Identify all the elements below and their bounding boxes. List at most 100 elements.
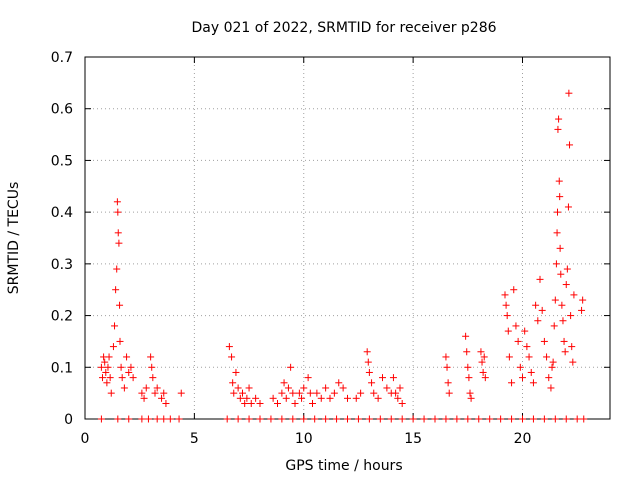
data-point <box>300 384 308 392</box>
data-point <box>529 415 537 423</box>
data-point <box>536 275 544 283</box>
x-axis-ticks: 0 5 10 15 20 <box>81 57 531 447</box>
data-point <box>398 415 406 423</box>
data-point <box>234 415 242 423</box>
data-point <box>564 203 572 211</box>
data-point <box>478 358 486 366</box>
data-point <box>443 363 451 371</box>
data-point <box>370 389 378 397</box>
data-point <box>543 353 551 361</box>
data-point <box>556 193 564 201</box>
data-point <box>287 363 295 371</box>
data-point <box>306 389 314 397</box>
data-point <box>508 415 516 423</box>
data-point <box>97 415 105 423</box>
data-point <box>300 415 308 423</box>
data-point <box>565 89 573 97</box>
data-point <box>549 358 557 366</box>
data-point <box>529 379 537 387</box>
data-point <box>241 399 249 407</box>
data-point <box>578 306 586 314</box>
data-point <box>554 208 561 216</box>
data-point <box>177 389 185 397</box>
data-point <box>486 415 494 423</box>
data-point <box>107 389 115 397</box>
data-point <box>103 379 111 387</box>
data-point <box>160 415 168 423</box>
data-point <box>109 343 117 351</box>
data-point <box>138 415 146 423</box>
data-point <box>481 374 489 382</box>
data-point <box>239 389 246 397</box>
data-point <box>365 368 373 376</box>
data-point <box>113 265 121 273</box>
data-point <box>148 363 156 371</box>
data-point <box>354 415 362 423</box>
data-point <box>569 358 577 366</box>
data-point <box>116 337 124 345</box>
data-point <box>508 379 516 387</box>
data-point <box>545 374 553 382</box>
data-point <box>510 286 518 294</box>
data-point <box>118 374 126 382</box>
data-point <box>394 394 402 402</box>
data-point <box>502 301 510 309</box>
data-point <box>523 343 531 351</box>
data-point <box>339 384 347 392</box>
data-point <box>552 260 560 268</box>
data-point <box>396 384 404 392</box>
data-point <box>562 281 570 289</box>
data-point <box>282 394 290 402</box>
data-point <box>466 389 474 397</box>
data-point <box>444 379 452 387</box>
data-point <box>580 415 588 423</box>
data-point <box>117 363 125 371</box>
data-point <box>551 296 559 304</box>
data-point <box>477 348 485 356</box>
data-point <box>278 389 286 397</box>
data-point <box>112 286 120 294</box>
data-point <box>225 343 233 351</box>
data-point <box>540 415 548 423</box>
data-point <box>313 389 321 397</box>
y-tick-label: 0.4 <box>51 205 73 221</box>
data-point <box>463 348 471 356</box>
data-point <box>344 394 351 402</box>
data-point <box>252 394 260 402</box>
data-point <box>503 312 511 320</box>
data-point <box>138 389 146 397</box>
data-point <box>376 415 384 423</box>
data-point <box>357 389 365 397</box>
data-point <box>335 379 343 387</box>
data-point <box>153 415 161 423</box>
data-point <box>561 348 569 356</box>
x-tick-label: 15 <box>404 431 422 447</box>
data-point <box>445 389 453 397</box>
data-point <box>462 332 470 340</box>
data-point <box>162 399 170 407</box>
data-point <box>519 415 526 423</box>
data-point <box>525 353 533 361</box>
data-point <box>291 399 299 407</box>
data-point <box>504 327 512 335</box>
data-point <box>230 389 238 397</box>
data-point <box>223 415 231 423</box>
data-point <box>317 394 325 402</box>
data-point <box>398 399 406 407</box>
data-point <box>256 399 264 407</box>
data-point <box>563 265 571 273</box>
data-point <box>512 322 520 330</box>
data-point <box>289 415 297 423</box>
x-axis-label: GPS time / hours <box>285 458 402 474</box>
data-point <box>278 415 286 423</box>
data-point <box>125 415 133 423</box>
data-point <box>573 415 581 423</box>
y-tick-label: 0.2 <box>51 309 73 325</box>
data-point <box>274 399 281 407</box>
data-point <box>114 415 122 423</box>
data-point <box>127 363 135 371</box>
data-point <box>442 353 450 361</box>
data-point <box>501 291 509 299</box>
data-point <box>102 368 110 376</box>
